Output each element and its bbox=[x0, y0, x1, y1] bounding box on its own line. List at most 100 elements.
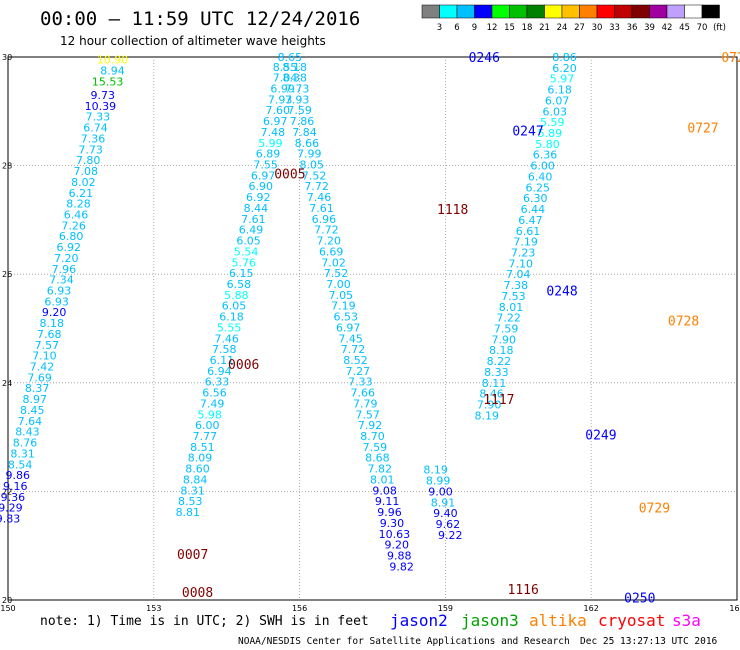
wave-height-value: 5.76 bbox=[231, 256, 256, 269]
x-tick-label: 165 bbox=[729, 604, 740, 613]
map-title: 00:00 — 11:59 UTC 12/24/2016 bbox=[40, 8, 360, 30]
wave-height-value: 7.86 bbox=[290, 115, 315, 128]
wave-height-value: 5.89 bbox=[538, 127, 563, 140]
map-grid bbox=[8, 57, 737, 600]
wave-height-value: 7.33 bbox=[348, 376, 373, 389]
satellite-legend: jason2 jason3 altika cryosat s3a bbox=[390, 611, 701, 630]
color-swatch bbox=[544, 4, 563, 19]
wave-height-value: 9.40 bbox=[433, 507, 458, 520]
y-tick-label: 20 bbox=[2, 596, 12, 605]
wave-height-value: 8.91 bbox=[431, 496, 456, 509]
wave-height-value: 6.30 bbox=[523, 192, 548, 205]
wave-height-value: 9.11 bbox=[375, 495, 400, 508]
wave-height-value: 7.38 bbox=[504, 279, 529, 292]
color-swatch bbox=[666, 4, 685, 19]
color-swatch bbox=[474, 4, 493, 19]
pass-time-label: 0006 bbox=[228, 358, 259, 373]
wave-height-value: 7.02 bbox=[321, 256, 346, 269]
x-tick-label: 162 bbox=[584, 604, 599, 613]
wave-height-value: 8.60 bbox=[185, 463, 210, 476]
wave-height-value: 8.05 bbox=[300, 159, 325, 172]
wave-height-value: 7.69 bbox=[27, 371, 52, 384]
map-subtitle: 12 hour collection of altimeter wave hei… bbox=[60, 34, 326, 48]
wave-height-value: 6.90 bbox=[248, 180, 273, 193]
wave-height-value: 6.94 bbox=[207, 365, 232, 378]
wave-height-value: 8.46 bbox=[479, 388, 504, 401]
wave-height-readings: 10.908.9415.539.7310.397.336.747.367.737… bbox=[0, 51, 577, 573]
pass-time-label: 0249 bbox=[585, 428, 616, 443]
footnote: note: 1) Time is in UTC; 2) SWH is in fe… bbox=[40, 614, 369, 629]
wave-height-value: 8.19 bbox=[474, 409, 499, 422]
color-scale-label: 36 bbox=[627, 23, 638, 33]
wave-height-value: 6.97 bbox=[251, 169, 276, 182]
wave-height-value: 7.77 bbox=[193, 430, 218, 443]
wave-height-value: 8.31 bbox=[10, 447, 35, 460]
wave-height-value: 7.73 bbox=[285, 82, 310, 95]
wave-height-value: 6.33 bbox=[205, 376, 230, 389]
color-swatch bbox=[526, 4, 545, 19]
color-scale-label: 3 bbox=[437, 23, 442, 33]
wave-height-value: 7.49 bbox=[200, 397, 225, 410]
wave-height-value: 7.72 bbox=[304, 180, 329, 193]
y-tick-label: 26 bbox=[2, 270, 12, 279]
wave-height-value: 6.93 bbox=[47, 284, 72, 297]
color-scale-legend: 3 6 9 12 15 18 21 24 27 30 33 36 39 42 45 70 (ft) bbox=[421, 4, 726, 33]
color-scale-label: 27 bbox=[574, 23, 585, 33]
wave-height-value: 9.20 bbox=[385, 539, 410, 552]
wave-height-value: 7.46 bbox=[214, 332, 239, 345]
wave-height-value: 8.22 bbox=[487, 355, 512, 368]
wave-height-value: 7.26 bbox=[61, 219, 86, 232]
wave-height-value: 6.05 bbox=[222, 300, 247, 313]
wave-height-value: 7.59 bbox=[363, 441, 388, 454]
legend-jason3: jason3 bbox=[461, 611, 519, 630]
wave-height-value: 7.08 bbox=[74, 165, 99, 178]
color-swatch bbox=[491, 4, 510, 19]
wave-height-value: 8.55 bbox=[273, 61, 298, 74]
y-tick-label: 24 bbox=[2, 379, 12, 388]
wave-height-value: 7.99 bbox=[297, 148, 322, 161]
wave-height-value: 7.19 bbox=[513, 236, 538, 249]
color-swatch bbox=[509, 4, 528, 19]
wave-height-value: 7.93 bbox=[268, 93, 293, 106]
wave-height-value: 8.99 bbox=[426, 475, 451, 488]
legend-s3a: s3a bbox=[672, 611, 701, 630]
wave-height-value: 9.29 bbox=[0, 502, 23, 515]
color-scale-label: 33 bbox=[609, 23, 620, 33]
wave-height-value: 7.72 bbox=[314, 224, 339, 237]
wave-height-value: 7.84 bbox=[292, 126, 317, 139]
wave-height-value: 9.73 bbox=[91, 89, 116, 102]
wave-height-value: 8.38 bbox=[282, 72, 307, 85]
color-swatch bbox=[561, 4, 580, 19]
wave-height-value: 8.53 bbox=[178, 495, 203, 508]
color-scale-label: 42 bbox=[662, 23, 673, 33]
color-swatch bbox=[596, 4, 615, 19]
wave-height-value: 7.55 bbox=[253, 159, 278, 172]
wave-height-value: 7.80 bbox=[76, 154, 101, 167]
wave-height-value: 9.96 bbox=[377, 506, 402, 519]
wave-height-value: 6.99 bbox=[270, 82, 295, 95]
wave-height-value: 6.93 bbox=[44, 295, 69, 308]
wave-height-value: 5.54 bbox=[234, 245, 259, 258]
wave-height-value: 6.58 bbox=[227, 278, 252, 291]
pass-time-label: 1117 bbox=[483, 393, 514, 408]
wave-height-value: 8.94 bbox=[100, 65, 125, 78]
color-scale-label: 6 bbox=[454, 23, 459, 33]
wave-height-value: 5.80 bbox=[535, 138, 560, 151]
wave-height-value: 6.53 bbox=[334, 311, 359, 324]
wave-height-value: 7.05 bbox=[329, 289, 354, 302]
wave-height-value: 7.10 bbox=[508, 257, 533, 270]
wave-height-value: 8.76 bbox=[13, 437, 38, 450]
wave-height-value: 7.52 bbox=[324, 267, 349, 280]
wave-height-value: 6.36 bbox=[533, 149, 558, 162]
color-scale-label: 39 bbox=[644, 23, 655, 33]
wave-height-value: 6.25 bbox=[525, 181, 550, 194]
wave-height-value: 9.30 bbox=[380, 517, 405, 530]
wave-height-value: 6.18 bbox=[547, 84, 572, 97]
wave-height-value: 8.18 bbox=[282, 61, 307, 74]
wave-height-value: 7.04 bbox=[273, 72, 298, 85]
legend-altika: altika bbox=[529, 611, 587, 630]
wave-height-value: 8.54 bbox=[8, 458, 33, 471]
wave-height-value: 7.53 bbox=[501, 290, 526, 303]
timestamp-text: Dec 25 13:27:13 UTC 2016 bbox=[580, 636, 718, 647]
